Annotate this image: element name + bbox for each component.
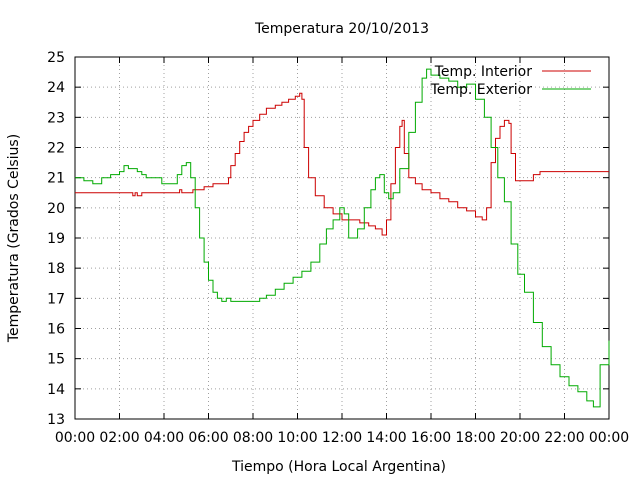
axis-ticks <box>74 56 610 420</box>
y-axis-label: Temperatura (Grados Celsius) <box>6 134 22 343</box>
series-lines <box>75 68 610 408</box>
y-tick-label: 15 <box>47 352 65 368</box>
y-tick-label: 14 <box>47 382 65 398</box>
y-tick-label: 17 <box>47 291 65 307</box>
y-tick-label: 20 <box>47 201 65 217</box>
chart-title: Temperatura 20/10/2013 <box>254 21 429 37</box>
y-tick-label: 19 <box>47 231 65 247</box>
x-tick-label: 08:00 <box>233 430 273 446</box>
y-tick-label: 25 <box>47 50 65 66</box>
x-tick-label: 04:00 <box>144 430 184 446</box>
x-tick-label: 12:00 <box>322 430 362 446</box>
x-tick-label: 00:00 <box>589 430 629 446</box>
y-tick-label: 23 <box>47 110 65 126</box>
x-tick-label: 02:00 <box>99 430 139 446</box>
x-tick-label: 00:00 <box>55 430 95 446</box>
y-tick-label: 16 <box>47 322 65 338</box>
legend: Temp. Interior Temp. Exterior <box>430 64 591 98</box>
grid <box>75 57 609 419</box>
x-axis-label: Tiempo (Hora Local Argentina) <box>231 459 446 475</box>
y-tick-label: 21 <box>47 171 65 187</box>
y-tick-label: 22 <box>47 141 65 157</box>
x-tick-label: 22:00 <box>544 430 584 446</box>
y-tick-label: 18 <box>47 261 65 277</box>
x-tick-label: 14:00 <box>366 430 406 446</box>
series-line-interior <box>75 92 609 236</box>
legend-label-interior: Temp. Interior <box>434 64 533 80</box>
x-tick-label: 06:00 <box>188 430 228 446</box>
y-tick-label: 13 <box>47 412 65 428</box>
x-tick-label: 16:00 <box>411 430 451 446</box>
x-tick-label: 20:00 <box>500 430 540 446</box>
y-tick-label: 24 <box>47 80 65 96</box>
y-tick-labels: 13 14 15 16 17 18 19 20 21 22 23 24 25 <box>47 50 65 428</box>
x-tick-label: 10:00 <box>277 430 317 446</box>
legend-label-exterior: Temp. Exterior <box>430 82 533 98</box>
x-tick-label: 18:00 <box>455 430 495 446</box>
x-tick-labels: 00:00 02:00 04:00 06:00 08:00 10:00 12:00 14:00… <box>55 430 629 446</box>
series-line-exterior <box>75 68 610 408</box>
